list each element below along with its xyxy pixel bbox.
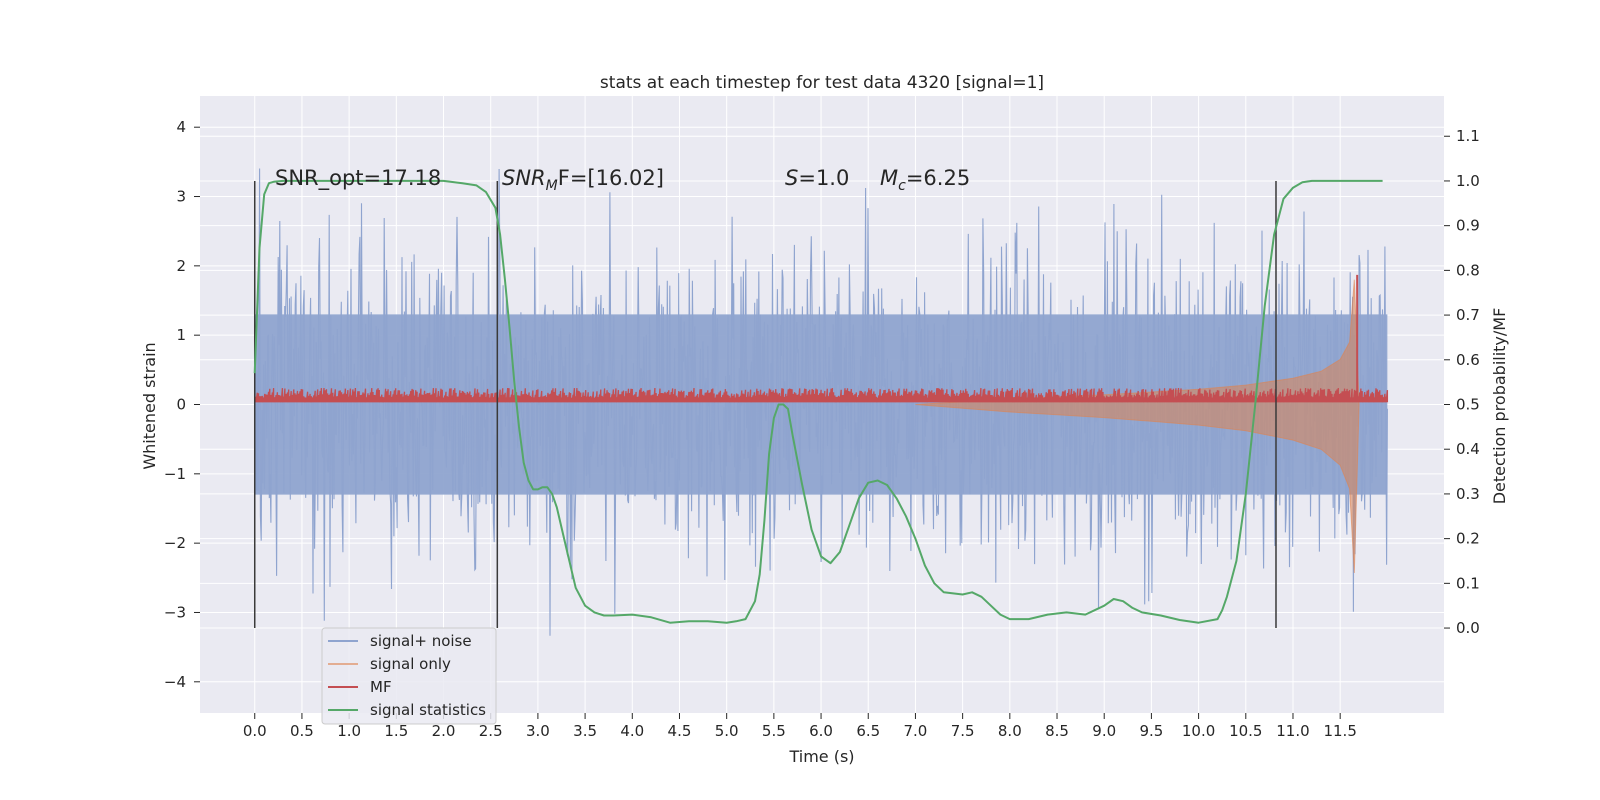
y-tick-label: −3	[164, 603, 186, 621]
y-right-tick-label: 0.9	[1456, 217, 1480, 235]
mc-annotation: Mc=6.25	[880, 166, 970, 194]
x-tick-label: 0.0	[243, 722, 267, 740]
x-tick-label: 9.0	[1092, 722, 1116, 740]
x-tick-label: 5.0	[715, 722, 739, 740]
x-tick-label: 5.5	[762, 722, 786, 740]
x-tick-label: 7.0	[904, 722, 928, 740]
mc-subscript: c	[898, 178, 906, 194]
snr-mf-subscript: M	[546, 178, 558, 194]
x-tick-label: 3.5	[573, 722, 597, 740]
y-tick-label: 0	[176, 396, 186, 414]
snr-opt-annotation: SNR_opt=17.18	[275, 166, 441, 191]
x-tick-label: 11.0	[1276, 722, 1309, 740]
legend-label-signal-only: signal only	[370, 655, 451, 673]
mc-value: =6.25	[906, 166, 970, 190]
y-right-tick-label: 0.5	[1456, 396, 1480, 414]
x-tick-label: 4.0	[620, 722, 644, 740]
x-tick-label: 11.5	[1323, 722, 1356, 740]
y-tick-label: 4	[176, 118, 186, 136]
x-tick-label: 8.0	[998, 722, 1022, 740]
legend-label-statistics: signal statistics	[370, 701, 486, 719]
y-right-tick-label: 0.6	[1456, 351, 1480, 369]
mf-series	[254, 274, 1389, 403]
y-right-tick-label: 1.1	[1456, 127, 1480, 145]
legend-label-mf: MF	[370, 678, 392, 696]
y-right-axis-ticks: 0.0 0.1 0.2 0.3 0.4 0.5 0.6 0.7 0.8 0.9 1.0 1.1	[1444, 127, 1480, 637]
snr-mf-value: F=[16.02]	[558, 166, 664, 190]
x-tick-label: 3.0	[526, 722, 550, 740]
y-tick-label: 3	[176, 188, 186, 206]
x-axis-label: Time (s)	[788, 747, 854, 766]
mf-trace	[254, 387, 1389, 403]
y-right-tick-label: 0.7	[1456, 306, 1480, 324]
x-tick-label: 6.5	[856, 722, 880, 740]
x-tick-label: 1.0	[337, 722, 361, 740]
legend: signal+ noise signal only MF signal stat…	[321, 627, 497, 725]
x-tick-label: 2.0	[432, 722, 456, 740]
y-right-tick-label: 0.8	[1456, 261, 1480, 279]
snr-mf-symbol: SNR	[502, 166, 546, 190]
y-right-tick-label: 0.2	[1456, 530, 1480, 548]
y-tick-label: −4	[164, 673, 186, 691]
x-tick-label: 0.5	[290, 722, 314, 740]
s-symbol: S	[785, 166, 798, 190]
y-axis-label: Whitened strain	[140, 342, 159, 469]
signal-statistics-series	[253, 179, 1383, 624]
y-right-tick-label: 0.3	[1456, 485, 1480, 503]
x-tick-label: 8.5	[1045, 722, 1069, 740]
x-tick-label: 7.5	[951, 722, 975, 740]
y-tick-label: 2	[176, 257, 186, 275]
legend-box	[321, 627, 497, 725]
x-tick-label: 9.5	[1139, 722, 1163, 740]
y-tick-label: 1	[176, 326, 186, 344]
x-tick-label: 6.0	[809, 722, 833, 740]
noise-trace	[254, 168, 1388, 636]
y-right-tick-label: 1.0	[1456, 172, 1480, 190]
y-axis-ticks: −4 −3 −2 −1 0 1 2 3 4	[164, 118, 200, 691]
x-tick-label: 10.5	[1229, 722, 1262, 740]
vertical-markers	[253, 180, 1277, 629]
y-right-tick-label: 0.4	[1456, 440, 1480, 458]
snr-mf-annotation: SNRMF=[16.02]	[502, 166, 664, 194]
y-tick-label: −2	[164, 534, 186, 552]
x-tick-label: 1.5	[384, 722, 408, 740]
y-right-tick-label: 0.1	[1456, 574, 1480, 592]
mc-symbol: M	[880, 166, 898, 190]
statistics-line	[253, 179, 1383, 624]
s-annotation: S=1.0	[785, 166, 849, 190]
y-right-axis-label: Detection probability/MF	[1490, 308, 1509, 505]
chart-title: stats at each timestep for test data 432…	[600, 73, 1044, 93]
x-tick-label: 2.5	[479, 722, 503, 740]
x-tick-label: 4.5	[668, 722, 692, 740]
annotations: SNR_opt=17.18 SNRMF=[16.02] S=1.0 Mc=6.2…	[275, 166, 970, 194]
y-tick-label: −1	[164, 465, 186, 483]
y-right-tick-label: 0.0	[1456, 619, 1480, 637]
s-value: =1.0	[798, 166, 849, 190]
x-tick-label: 10.0	[1182, 722, 1215, 740]
legend-label-signal-noise: signal+ noise	[370, 632, 472, 650]
x-axis-ticks: 0.0 0.5 1.0 1.5 2.0 2.5 3.0 3.5 4.0 4.5 5.0 5.5 6.0 6…	[243, 713, 1357, 740]
